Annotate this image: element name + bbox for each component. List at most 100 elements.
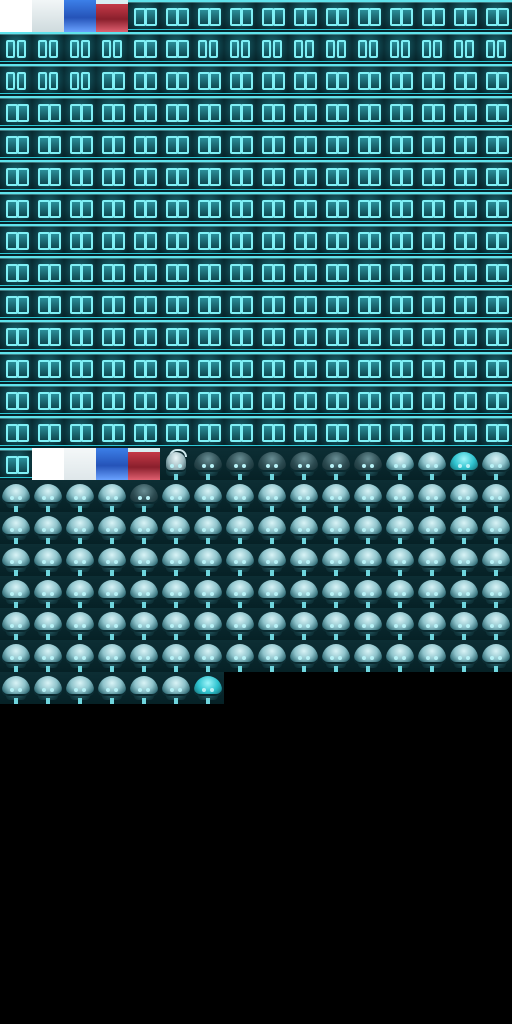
eye-icon <box>266 464 270 468</box>
block-tile <box>192 64 224 96</box>
creature-stem <box>334 666 338 672</box>
block-tile <box>448 224 480 256</box>
window-pane-icon <box>401 200 413 218</box>
eye-icon <box>82 624 86 628</box>
block-tile <box>128 288 160 320</box>
block-highlight <box>288 418 320 419</box>
creature-cap <box>322 580 350 600</box>
creature-cap <box>98 548 126 568</box>
block-tile <box>288 288 320 320</box>
window-pane-icon <box>433 360 445 378</box>
block-highlight <box>32 66 64 67</box>
eye-icon <box>242 656 246 660</box>
block-tile <box>64 352 96 384</box>
block-highlight <box>64 258 96 259</box>
window-pane-icon <box>113 328 125 346</box>
eye-icon <box>178 464 182 468</box>
window-pane-icon <box>81 40 90 58</box>
window-pane-icon <box>81 200 93 218</box>
block-highlight <box>448 354 480 355</box>
creature-cap <box>130 644 158 664</box>
window-pane-icon <box>273 72 285 90</box>
window-pane-icon <box>433 264 445 282</box>
eye-icon <box>370 624 374 628</box>
block-highlight <box>416 418 448 419</box>
creature-stem <box>430 602 434 608</box>
creature-sprite <box>352 608 384 640</box>
block-highlight <box>192 258 224 259</box>
eye-icon <box>82 688 86 692</box>
block-tile <box>352 384 384 416</box>
window-pane-icon <box>17 392 29 410</box>
window-pane-icon <box>273 200 285 218</box>
eye-icon <box>362 464 366 468</box>
block-tile <box>448 128 480 160</box>
block-highlight <box>128 2 160 3</box>
creature-cap <box>34 516 62 536</box>
block-tile <box>288 96 320 128</box>
eye-icon <box>50 624 54 628</box>
creature-sprite <box>160 608 192 640</box>
eye-icon <box>426 624 430 628</box>
window-pane-icon <box>273 104 285 122</box>
creature-sprite <box>288 448 320 480</box>
block-highlight <box>384 162 416 163</box>
creature-cap <box>34 484 62 504</box>
window-pane-icon <box>465 168 477 186</box>
block-highlight <box>320 2 352 3</box>
creature-stem <box>78 602 82 608</box>
eye-icon <box>306 592 310 596</box>
block-highlight <box>64 162 96 163</box>
eye-icon <box>202 624 206 628</box>
block-highlight <box>32 194 64 195</box>
block-highlight <box>96 66 128 67</box>
creature-sprite <box>352 480 384 512</box>
block-tile <box>384 416 416 448</box>
window-pane-icon <box>273 40 282 58</box>
creature-cap <box>66 676 94 696</box>
eye-icon <box>458 496 462 500</box>
eye-icon <box>466 624 470 628</box>
block-highlight <box>320 34 352 35</box>
block-tile <box>416 224 448 256</box>
block-tile <box>448 96 480 128</box>
creature-cap <box>482 516 510 536</box>
block-highlight <box>256 290 288 291</box>
block-highlight <box>192 2 224 3</box>
window-pane-icon <box>241 40 250 58</box>
creature-sprite <box>160 672 192 704</box>
creature-stem <box>78 634 82 640</box>
eye-icon <box>106 592 110 596</box>
window-pane-icon <box>177 72 189 90</box>
block-highlight <box>384 258 416 259</box>
eye-icon <box>82 496 86 500</box>
eye-icon <box>498 464 502 468</box>
creature-sprite <box>0 544 32 576</box>
window-pane-icon <box>401 104 413 122</box>
window-pane-icon <box>273 360 285 378</box>
creature-cap <box>258 612 286 632</box>
creature-stem <box>238 538 242 544</box>
block-tile <box>352 192 384 224</box>
window-pane-icon <box>486 40 495 58</box>
creature-sprite <box>96 608 128 640</box>
eye-icon <box>266 656 270 660</box>
block-highlight <box>32 98 64 99</box>
window-pane-icon <box>465 200 477 218</box>
creature-stem <box>270 474 274 480</box>
block-tile <box>192 192 224 224</box>
eye-icon <box>42 656 46 660</box>
creature-stem <box>174 602 178 608</box>
block-highlight <box>448 386 480 387</box>
creature-cap <box>450 580 478 600</box>
block-tile <box>32 320 64 352</box>
window-pane-icon <box>369 264 381 282</box>
creature-stem <box>142 698 146 704</box>
window-pane-icon <box>6 40 15 58</box>
block-highlight <box>288 322 320 323</box>
window-pane-icon <box>465 104 477 122</box>
eye-icon <box>370 656 374 660</box>
block-highlight <box>128 130 160 131</box>
creature-sprite <box>384 480 416 512</box>
eye-icon <box>330 464 334 468</box>
